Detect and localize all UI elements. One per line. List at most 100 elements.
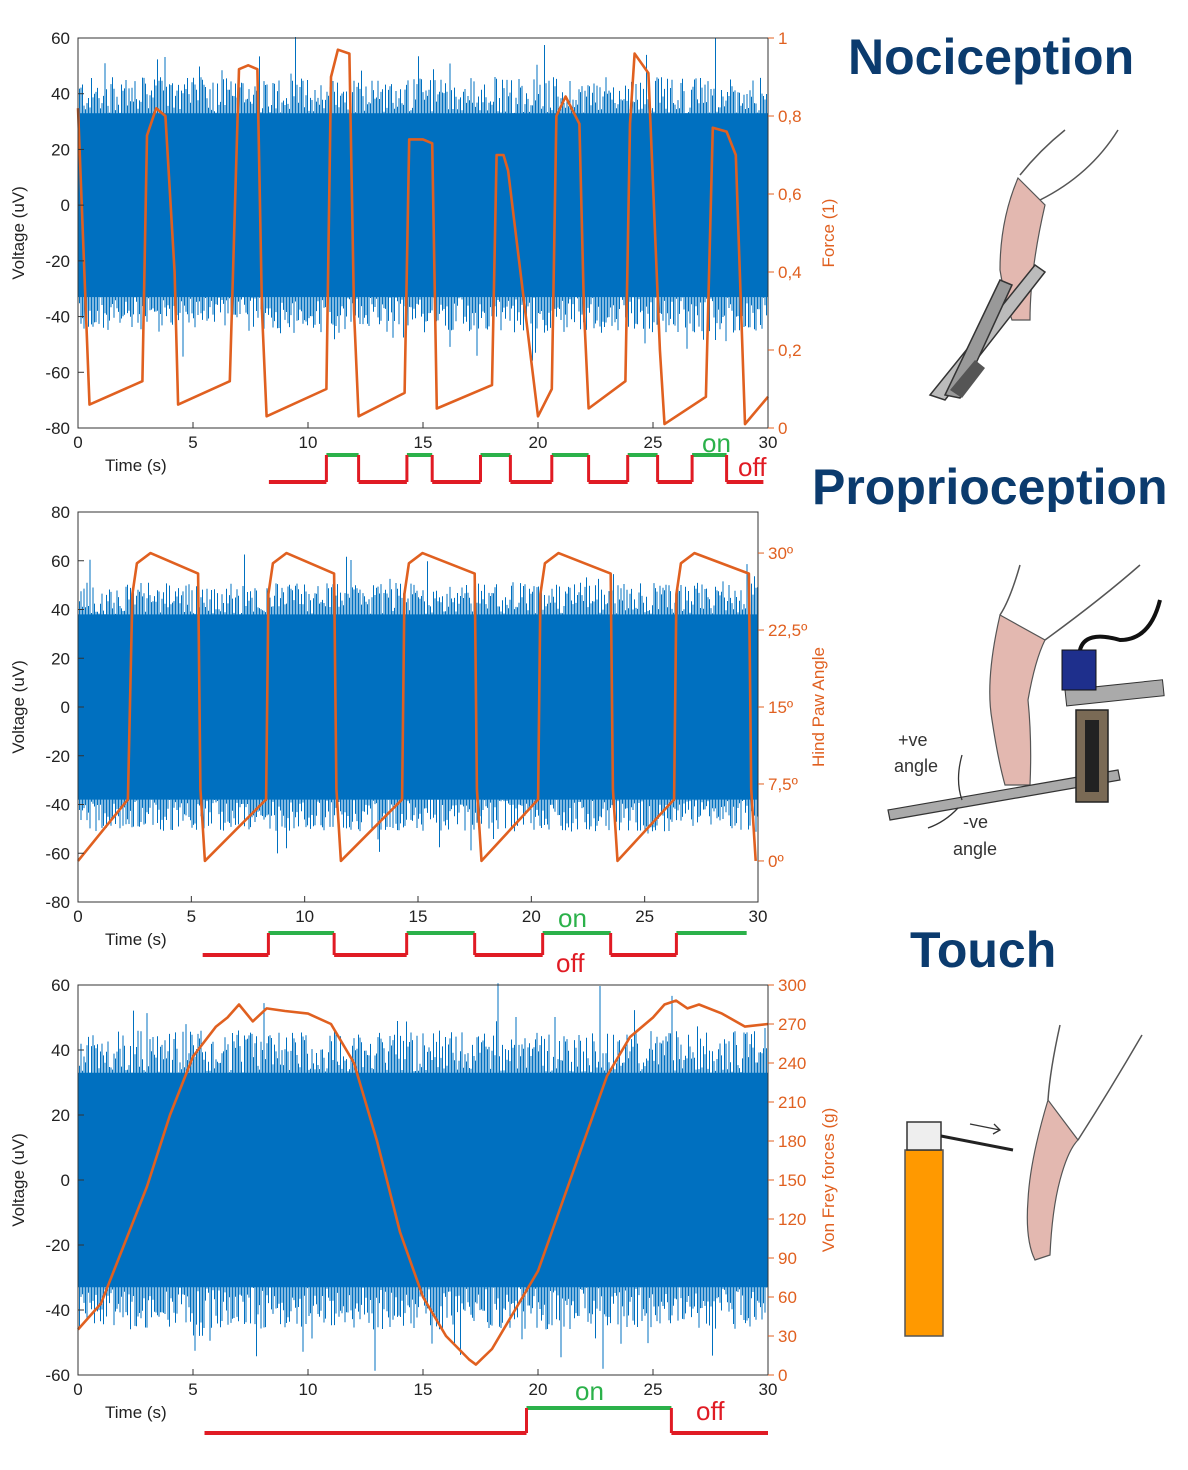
angle-plate — [887, 769, 1121, 821]
y-tick-label: 60 — [51, 29, 70, 48]
x-axis-label: Time (s) — [105, 456, 167, 475]
y-tick-label: -40 — [45, 1301, 70, 1320]
chart-panel-3: 0 5 10 15 20 25 30 Time (s) 60 40 20 0 -20 -40 -60 Volt… — [9, 976, 838, 1435]
x-tick-label: 15 — [414, 1380, 433, 1399]
y2-tick-label: 210 — [778, 1093, 806, 1112]
stimulus-off-label: off — [738, 452, 767, 482]
response-series-line — [76, 551, 757, 863]
filament-handle — [904, 1149, 944, 1337]
y2-tick-label: 180 — [778, 1132, 806, 1151]
x-tick-label: 0 — [73, 1380, 82, 1399]
y-axis-label: Voltage (uV) — [9, 186, 28, 280]
stimulus-off-label: off — [556, 948, 585, 978]
y-tick-label: 0 — [61, 196, 70, 215]
y2-tick-label: 120 — [778, 1210, 806, 1229]
rig-bar — [1064, 679, 1165, 707]
panel-title-nociception: Nociception — [848, 29, 1135, 85]
y2-tick-label: 150 — [778, 1171, 806, 1190]
y2-tick-label: 0,4 — [778, 263, 802, 282]
y-tick-label: 40 — [51, 1041, 70, 1060]
leg-outline — [999, 564, 1141, 641]
x-tick-label: 20 — [529, 433, 548, 452]
y-tick-label: -20 — [45, 747, 70, 766]
y-tick-label: 40 — [51, 601, 70, 620]
annotation-minus-ve: -ve — [963, 812, 988, 832]
y-tick-label: -60 — [45, 844, 70, 863]
y2-tick-label: 0 — [778, 419, 787, 438]
x-tick-label: 5 — [187, 907, 196, 926]
y-tick-label: 20 — [51, 140, 70, 159]
x-tick-label: 25 — [644, 433, 663, 452]
x-tick-label: 0 — [73, 907, 82, 926]
annotation-plus-ve: +ve — [898, 730, 928, 750]
y2-tick-label: 22,5º — [768, 621, 807, 640]
y-tick-label: 0 — [61, 698, 70, 717]
forearm-outline — [1019, 129, 1119, 201]
y-tick-label: 60 — [51, 976, 70, 995]
y2-tick-label: 0 — [778, 1366, 787, 1385]
paw-angle-rig-icon: +ve angle -ve angle — [887, 564, 1165, 859]
hand-pinched-by-forceps-icon — [928, 129, 1119, 401]
y2-tick-label: 0º — [768, 852, 784, 871]
y2-tick-label: 0,2 — [778, 341, 802, 360]
y2-tick-label: 90 — [778, 1249, 797, 1268]
panel-title-proprioception: Proprioception — [812, 462, 1168, 512]
forceps-tip — [950, 360, 985, 398]
filament-head — [906, 1121, 942, 1151]
y-tick-label: -60 — [45, 1366, 70, 1385]
y2-tick-label: 30º — [768, 544, 793, 563]
y2-tick-label: 0,6 — [778, 185, 802, 204]
y-axis-label: Voltage (uV) — [9, 660, 28, 754]
forceps-lower-arm — [943, 279, 1014, 399]
y2-axis-label: Hind Paw Angle — [809, 647, 828, 767]
annotation-angle-down: angle — [953, 839, 997, 859]
y-tick-label: -40 — [45, 796, 70, 815]
y2-tick-label: 60 — [778, 1288, 797, 1307]
y-tick-label: 40 — [51, 85, 70, 104]
chart-panel-2: 0 5 10 15 20 25 30 Time (s) 80 60 40 20 0 -20 -40 -60 -8… — [9, 503, 828, 978]
paw-skin — [989, 614, 1046, 786]
y2-axis-label: Force (1) — [819, 199, 838, 268]
y2-tick-label: 1 — [778, 29, 787, 48]
rig-slot — [1085, 720, 1099, 792]
y-tick-label: -40 — [45, 308, 70, 327]
y-tick-label: 20 — [51, 649, 70, 668]
y2-tick-label: 300 — [778, 976, 806, 995]
x-tick-label: 15 — [409, 907, 428, 926]
x-tick-label: 25 — [635, 907, 654, 926]
y2-tick-label: 240 — [778, 1054, 806, 1073]
stimulus-on-label: on — [558, 903, 587, 933]
y-tick-label: -80 — [45, 419, 70, 438]
direction-arrow-icon — [969, 1123, 1002, 1135]
x-tick-label: 30 — [759, 1380, 778, 1399]
x-tick-label: 30 — [749, 907, 768, 926]
y2-tick-label: 7,5º — [768, 775, 798, 794]
annotation-angle-up: angle — [894, 756, 938, 776]
y-tick-label: 20 — [51, 1106, 70, 1125]
response-series-line — [77, 999, 769, 1366]
y-tick-label: 80 — [51, 503, 70, 522]
y2-axis-label: Von Frey forces (g) — [819, 1108, 838, 1253]
y2-tick-label: 270 — [778, 1015, 806, 1034]
x-tick-label: 5 — [188, 1380, 197, 1399]
y-tick-label: 0 — [61, 1171, 70, 1190]
y-tick-label: -20 — [45, 1236, 70, 1255]
stimulus-off-label: off — [696, 1396, 725, 1426]
x-tick-label: 25 — [644, 1380, 663, 1399]
filament-wire — [940, 1134, 1014, 1152]
sensor-cable — [1078, 599, 1162, 651]
x-axis-label: Time (s) — [105, 930, 167, 949]
angle-arrow-up — [957, 754, 963, 801]
y2-tick-label: 0,8 — [778, 107, 802, 126]
panel-title-touch: Touch — [910, 922, 1057, 978]
limb-outline — [1047, 1024, 1143, 1141]
y-tick-label: -80 — [45, 893, 70, 912]
x-tick-label: 10 — [295, 907, 314, 926]
sensor-block — [1061, 649, 1097, 691]
x-tick-label: 10 — [299, 433, 318, 452]
x-tick-label: 30 — [759, 433, 778, 452]
limb-skin — [1026, 1098, 1079, 1261]
stimulus-on-label: on — [575, 1376, 604, 1406]
